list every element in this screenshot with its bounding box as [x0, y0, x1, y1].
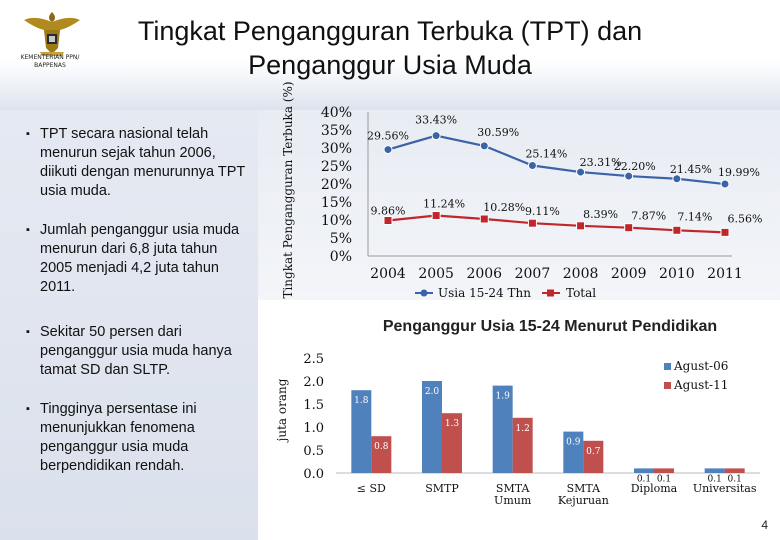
title-line-1: Tingkat Pengangguran Terbuka (TPT) dan — [137, 16, 643, 46]
bullet-item: ▪ Tingginya persentase ini menunjukkan fe… — [26, 401, 197, 474]
data-label: 0.1 — [657, 474, 671, 484]
bar — [512, 417, 533, 473]
x-tick-label: SMTP — [425, 482, 459, 495]
page-title: Tingkat Pengangguran Terbuka (TPT) dan P… — [100, 14, 680, 82]
line-chart-panel — [258, 110, 780, 300]
x-tick-label: Umum — [494, 494, 532, 507]
y-axis-label: juta orang — [275, 378, 289, 443]
data-label: 0.7 — [586, 447, 601, 457]
bar — [724, 468, 745, 473]
square-bullet-icon: ▪ — [26, 224, 30, 236]
garuda-emblem-icon — [24, 12, 80, 56]
y-tick-label: 1.5 — [303, 398, 324, 413]
bar — [371, 436, 392, 473]
title-line-2: Penganggur Usia Muda — [248, 50, 532, 80]
data-label: 1.2 — [516, 424, 530, 434]
data-label: 2.0 — [425, 387, 440, 397]
legend-label: Agust-11 — [673, 378, 728, 392]
x-tick-label: ≤ SD — [357, 482, 386, 495]
bar — [422, 381, 442, 473]
header-background — [0, 0, 780, 110]
data-label: 0.1 — [728, 474, 742, 484]
legend-swatch — [664, 363, 671, 370]
bar-chart-title: Penganggur Usia 15-24 Menurut Pendidikan — [382, 318, 718, 335]
bar — [442, 413, 462, 473]
bar — [704, 468, 725, 473]
data-label: 1.3 — [445, 419, 460, 429]
square-bullet-icon: ▪ — [26, 128, 30, 140]
data-label: 1.9 — [496, 392, 511, 402]
bar — [563, 431, 584, 473]
page-number: 4 — [761, 518, 768, 532]
x-tick-label: SMTA — [567, 482, 602, 495]
bullet-item: ▪ Jumlah penganggur usia muda menurun dar… — [26, 222, 240, 295]
y-tick-label: 2.0 — [303, 375, 324, 390]
bullet-list: ▪ TPT secara nasional telah menurun sejak… — [26, 125, 250, 496]
bar — [654, 468, 674, 473]
x-tick-label: SMTA — [496, 482, 531, 495]
bullet-item: ▪ Sekitar 50 persen dari penganggur usia … — [26, 324, 232, 378]
bar — [583, 440, 604, 473]
x-tick-label: Diploma — [631, 482, 678, 495]
data-label: 0.8 — [374, 442, 389, 452]
y-tick-label: 1.0 — [303, 421, 324, 436]
data-label: 0.1 — [637, 474, 651, 484]
bar — [492, 385, 513, 473]
legend-label: Agust-06 — [673, 359, 728, 373]
data-label: 0.1 — [708, 474, 722, 484]
x-tick-label: Kejuruan — [558, 494, 609, 507]
y-tick-label: 0.5 — [303, 444, 324, 459]
data-label: 1.8 — [354, 396, 369, 406]
square-bullet-icon: ▪ — [26, 403, 30, 415]
ministry-label: KEMENTERIAN PPN/ BAPPENAS — [20, 54, 80, 69]
bar — [634, 468, 654, 473]
bullet-item: ▪ TPT secara nasional telah menurun sejak… — [26, 126, 246, 199]
y-tick-label: 0.0 — [303, 467, 324, 482]
data-label: 0.9 — [566, 438, 581, 448]
x-tick-label: Universitas — [693, 482, 757, 495]
legend-swatch — [664, 382, 671, 389]
square-bullet-icon: ▪ — [26, 326, 30, 338]
bar — [351, 390, 372, 473]
y-tick-label: 2.5 — [303, 352, 324, 367]
left-panel — [0, 110, 258, 540]
